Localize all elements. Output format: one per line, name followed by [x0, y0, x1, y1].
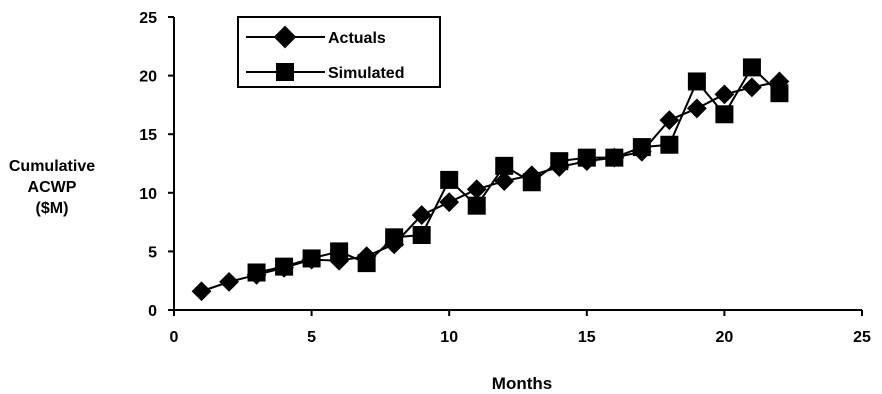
x-tick-label: 0 — [170, 329, 179, 346]
legend-simulated-label: Simulated — [328, 65, 404, 82]
x-axis-label: Months — [492, 374, 552, 393]
legend: Actuals Simulated — [237, 16, 441, 88]
series-simulated-point — [275, 257, 294, 276]
series-simulated-point — [247, 263, 266, 282]
series-simulated-point — [467, 196, 486, 215]
series-simulated-point — [412, 225, 431, 244]
series-simulated-point — [660, 135, 679, 154]
series-simulated-point — [715, 105, 734, 124]
series-actuals-point — [191, 281, 212, 302]
series-simulated-point — [357, 254, 376, 273]
x-tick-label: 5 — [307, 329, 316, 346]
series-actuals-point — [494, 171, 515, 191]
series-layer — [191, 58, 790, 302]
series-simulated-point — [522, 173, 541, 192]
axes — [173, 17, 862, 311]
series-simulated-point — [687, 72, 706, 91]
series-actuals-point — [686, 98, 707, 119]
series-actuals-point — [411, 205, 432, 225]
legend-actuals-label: Actuals — [328, 30, 386, 47]
y-tick-label: 20 — [139, 69, 157, 86]
x-tick-label: 25 — [853, 329, 871, 346]
series-actuals-point — [439, 192, 460, 213]
series-actuals-point — [466, 179, 487, 200]
series-actuals-point — [219, 271, 239, 292]
series-simulated-point — [770, 84, 789, 103]
series-simulated-point — [577, 148, 596, 167]
y-tick-label: 10 — [139, 186, 157, 203]
series-simulated-point — [440, 170, 459, 189]
series-simulated-point — [550, 152, 569, 171]
y-tick-label: 5 — [148, 244, 157, 261]
series-simulated-point — [330, 242, 349, 261]
series-simulated-point — [605, 148, 624, 167]
series-simulated-point — [632, 138, 651, 157]
series-simulated-point — [495, 156, 514, 175]
x-tick-label: 10 — [440, 329, 458, 346]
x-axis-ticks: 0 5 10 15 20 25 — [170, 310, 871, 346]
series-simulated — [247, 58, 789, 282]
x-tick-label: 20 — [716, 329, 734, 346]
y-axis-label-line-1: Cumulative — [8, 158, 96, 175]
legend-box — [237, 16, 441, 88]
legend-simulated-marker-square — [276, 63, 294, 81]
x-tick-label: 15 — [578, 329, 596, 346]
y-tick-label: 15 — [139, 127, 157, 144]
series-simulated-point — [302, 249, 321, 268]
series-simulated-point — [385, 228, 404, 247]
y-axis-label-line-2: ACWP — [27, 179, 77, 196]
y-tick-label: 25 — [139, 10, 157, 27]
y-axis-label-line-3: ($M) — [35, 200, 69, 217]
y-axis-ticks: 0 5 10 15 20 25 — [139, 10, 174, 320]
series-simulated-point — [742, 58, 761, 77]
y-tick-label: 0 — [148, 303, 157, 320]
series-simulated-line — [256, 65, 781, 274]
